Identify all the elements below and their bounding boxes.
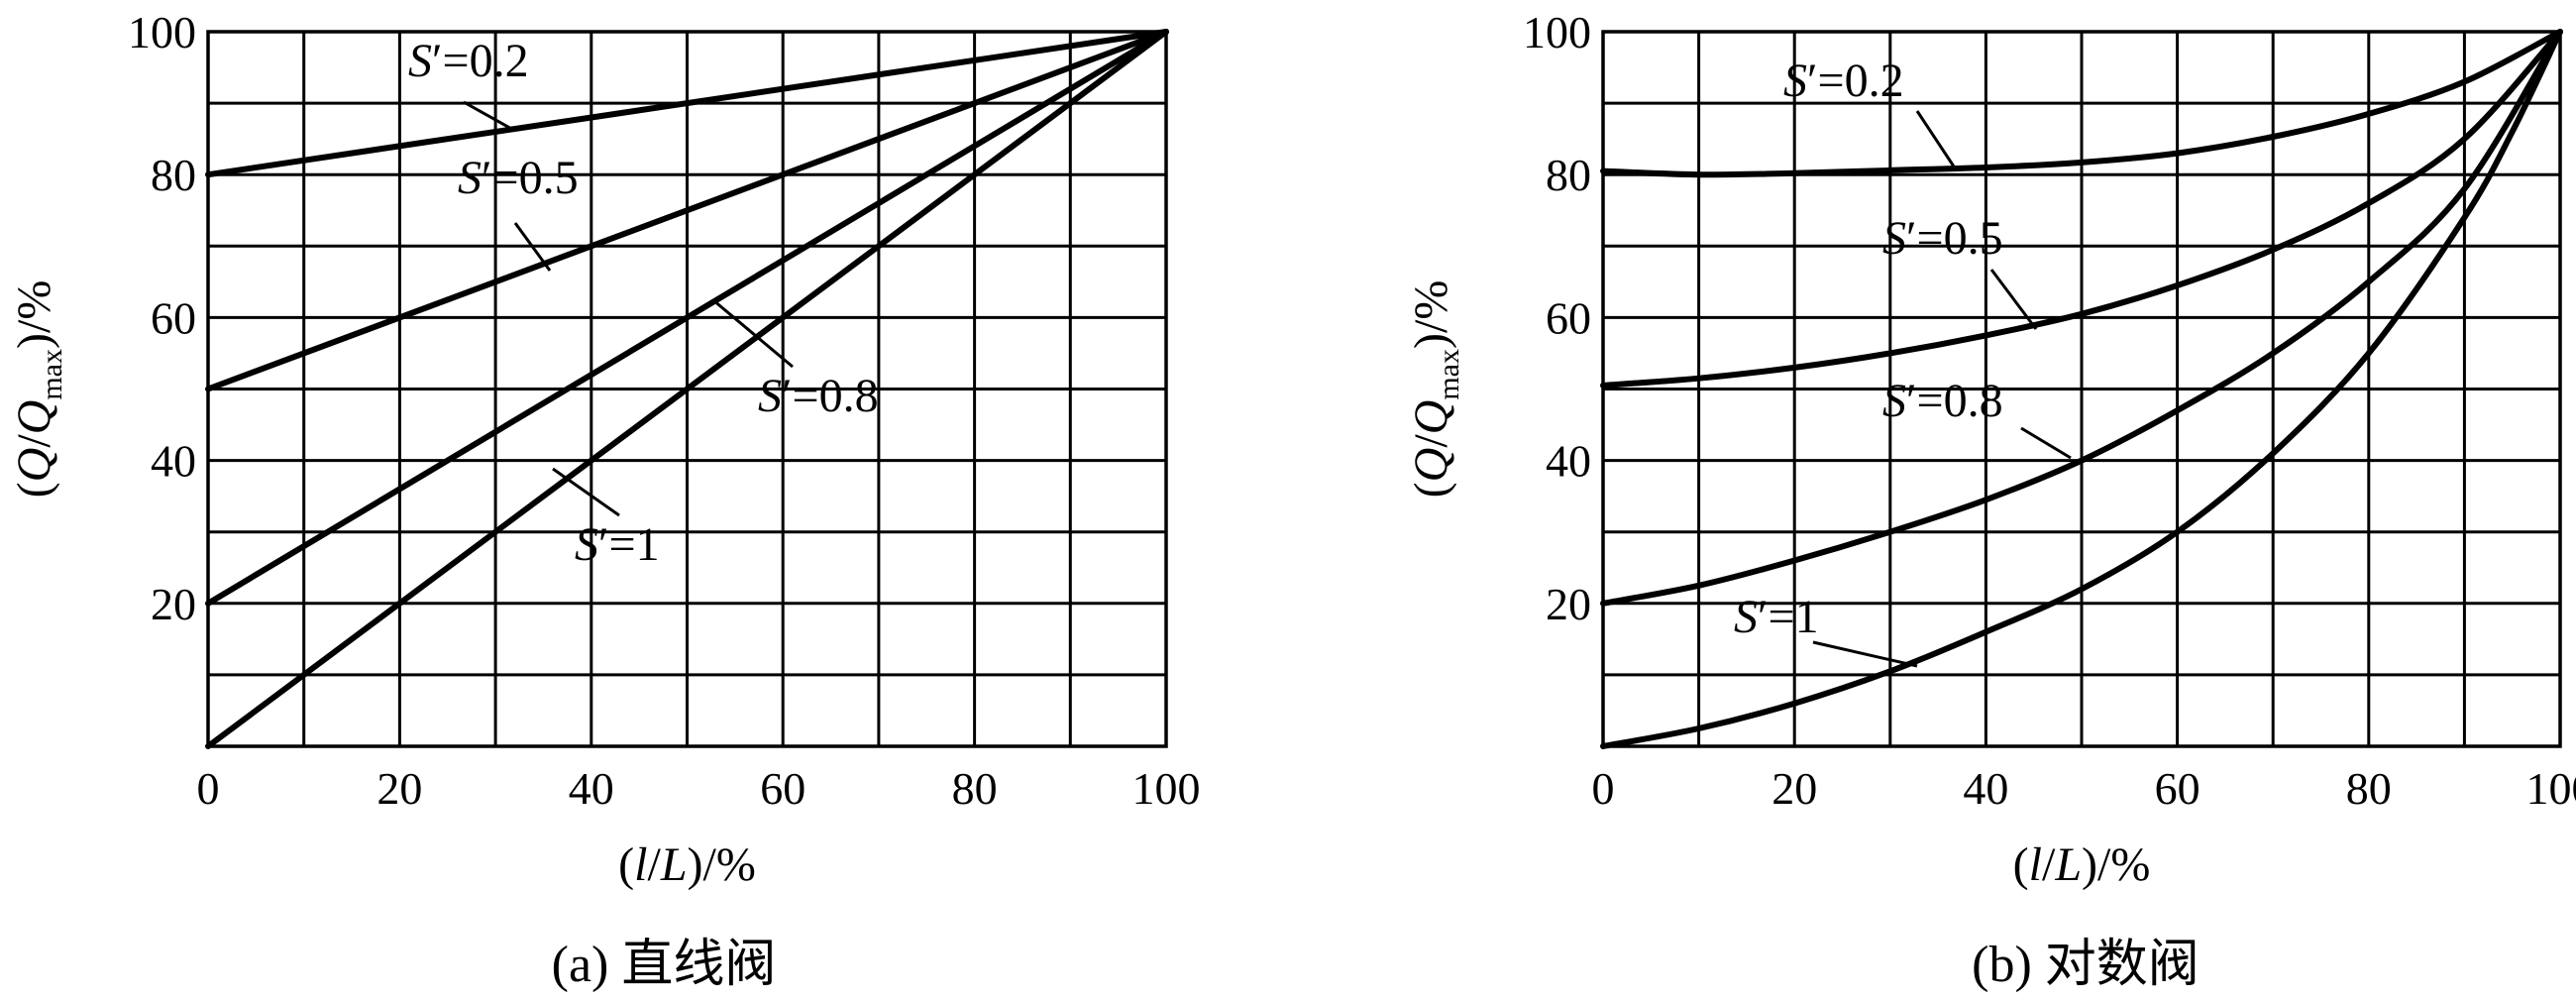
y-tick-label: 60 xyxy=(151,292,196,343)
x-tick-label: 60 xyxy=(2155,763,2200,814)
plot-frame xyxy=(1601,30,2562,748)
x-tick-label: 100 xyxy=(2526,763,2576,814)
series-label: S′=0.8 xyxy=(1882,375,2003,427)
x-tick-label: 80 xyxy=(952,763,998,814)
series-line xyxy=(1600,29,2563,749)
label-leader-line xyxy=(1812,640,1918,668)
y-axis-title: (Q/Qmax)/% xyxy=(1405,280,1465,499)
x-tick-label: 100 xyxy=(1132,763,1201,814)
label-leader-line xyxy=(463,100,516,133)
series-line xyxy=(1600,29,2563,389)
x-axis-title: (l/L)/% xyxy=(2013,838,2151,891)
series-line xyxy=(205,29,1169,749)
label-leader-line xyxy=(513,222,552,272)
y-axis-title: (Q/Qmax)/% xyxy=(8,280,68,499)
x-tick-label: 80 xyxy=(2346,763,2392,814)
chart-panel-b: 0 20 40 60 80 100 20 40 60 80 100 (l/L)/% (Q/Qmax)/%… xyxy=(1405,7,2576,993)
series-label: S′=0.5 xyxy=(458,152,579,204)
label-leader-line xyxy=(1989,269,2038,330)
label-leader-line xyxy=(1915,110,1956,167)
x-tick-label: 40 xyxy=(1963,763,2008,814)
series-line xyxy=(205,29,1169,178)
y-tick-label: 20 xyxy=(1546,579,1591,629)
y-tick-label: 60 xyxy=(1546,292,1591,343)
y-tick-label: 80 xyxy=(1546,150,1591,200)
figure-caption: (a) 直线阀 xyxy=(552,937,777,993)
x-tick-label: 0 xyxy=(197,763,220,814)
y-tick-label: 40 xyxy=(151,436,196,487)
chart-panel-a: 0 20 40 60 80 100 20 40 60 80 100 (l/L)/% (Q/Qmax)/%… xyxy=(8,7,1201,993)
figure-caption: (b) 对数阀 xyxy=(1972,937,2200,993)
y-tick-label: 80 xyxy=(151,150,196,200)
label-leader-line xyxy=(712,298,794,369)
x-tick-label: 0 xyxy=(1592,763,1615,814)
y-tick-label: 100 xyxy=(128,7,196,57)
grid-lines xyxy=(208,32,1166,746)
y-tick-label: 40 xyxy=(1546,436,1591,487)
x-tick-label: 20 xyxy=(376,763,422,814)
y-tick-label: 100 xyxy=(1523,7,1591,57)
series-line xyxy=(205,29,1169,607)
series-label: S′=0.8 xyxy=(758,370,879,422)
series-label: S′=0.2 xyxy=(1783,55,1904,107)
series-line xyxy=(205,29,1169,392)
series-label: S′=1 xyxy=(575,518,660,571)
series-label: S′=0.5 xyxy=(1882,212,2003,265)
series-line xyxy=(1600,29,2563,607)
series-line xyxy=(1600,29,2563,178)
series-label: S′=1 xyxy=(1734,591,1819,643)
x-axis-title: (l/L)/% xyxy=(618,838,756,891)
label-leader-line xyxy=(552,467,620,517)
x-tick-label: 60 xyxy=(760,763,805,814)
series-label: S′=0.2 xyxy=(408,35,529,87)
x-tick-label: 20 xyxy=(1771,763,1817,814)
label-leader-line xyxy=(2020,426,2072,460)
x-tick-label: 40 xyxy=(569,763,614,814)
y-tick-label: 20 xyxy=(151,579,196,629)
